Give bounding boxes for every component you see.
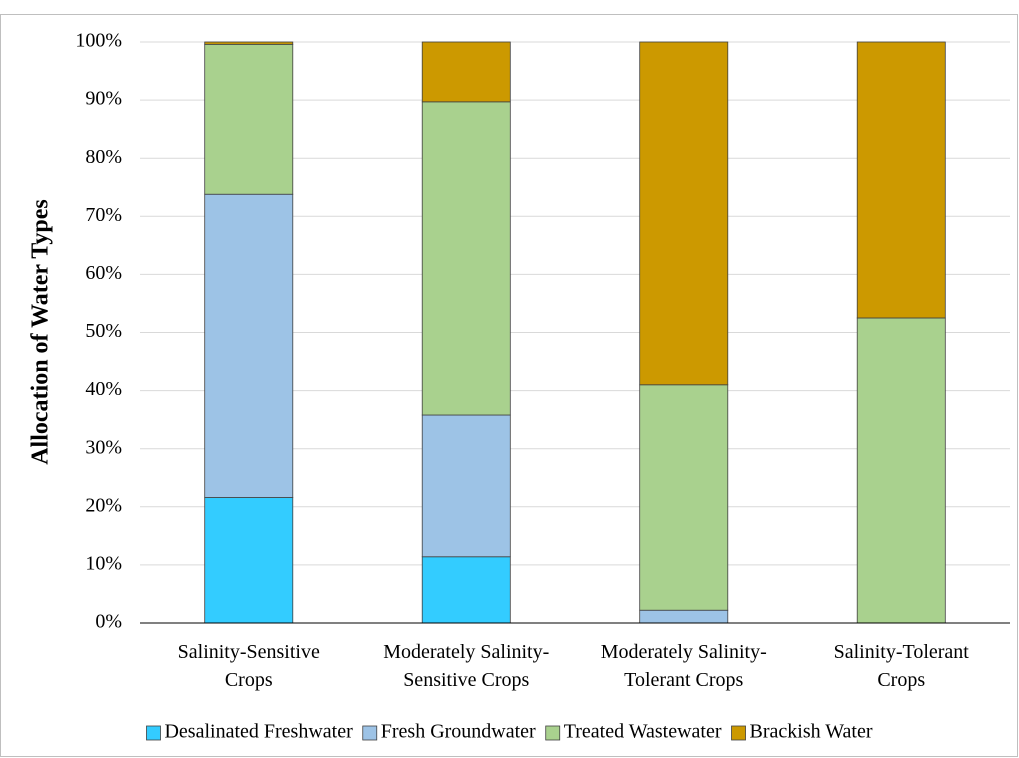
y-tick-label: 90% (85, 88, 122, 110)
x-tick-label: Salinity-Sensitive Crops (178, 641, 320, 691)
y-tick-label: 100% (75, 30, 122, 52)
legend-label: Brackish Water (750, 721, 873, 743)
legend-swatch (731, 725, 746, 741)
y-tick-label: 40% (85, 378, 122, 400)
bar-segment (639, 384, 729, 611)
legend-item: Fresh Groundwater (362, 721, 536, 743)
legend-item: Treated Wastewater (545, 721, 722, 743)
y-axis-title: Allocation of Water Types (28, 199, 54, 465)
y-tick-label: 80% (85, 146, 122, 168)
bar-segment (204, 193, 294, 498)
legend-label: Desalinated Freshwater (164, 721, 353, 743)
bar-segment (421, 556, 511, 624)
legend-item: Desalinated Freshwater (146, 721, 353, 743)
bar-segment (204, 41, 294, 45)
y-tick-label: 50% (85, 320, 122, 342)
y-tick-label: 20% (85, 494, 122, 516)
chart-border (0, 14, 1018, 757)
bar-segment (856, 41, 946, 319)
legend-swatch (545, 725, 561, 741)
y-tick-label: 0% (95, 611, 122, 633)
x-tick-label: Moderately Salinity-Tolerant Crops (601, 641, 767, 691)
y-tick-label: 30% (85, 436, 122, 458)
bar-segment (856, 317, 946, 624)
bar-segment (639, 609, 729, 624)
bar-segment (421, 101, 511, 416)
legend-swatch (146, 725, 161, 741)
legend-label: Fresh Groundwater (381, 721, 536, 743)
bar-segment (421, 414, 511, 558)
bar-segment (421, 41, 511, 103)
legend-swatch (362, 725, 378, 741)
y-tick-label: 70% (85, 204, 122, 226)
bar-segment (204, 497, 294, 624)
x-tick-label: Moderately Salinity-Sensitive Crops (383, 641, 549, 691)
legend-item: Brackish Water (731, 721, 873, 743)
bar-segment (639, 41, 729, 386)
y-tick-label: 10% (85, 552, 122, 574)
x-tick-label: Salinity-Tolerant Crops (834, 641, 970, 691)
legend-label: Treated Wastewater (564, 721, 722, 743)
bar-segment (204, 43, 294, 195)
y-tick-label: 60% (85, 262, 122, 284)
